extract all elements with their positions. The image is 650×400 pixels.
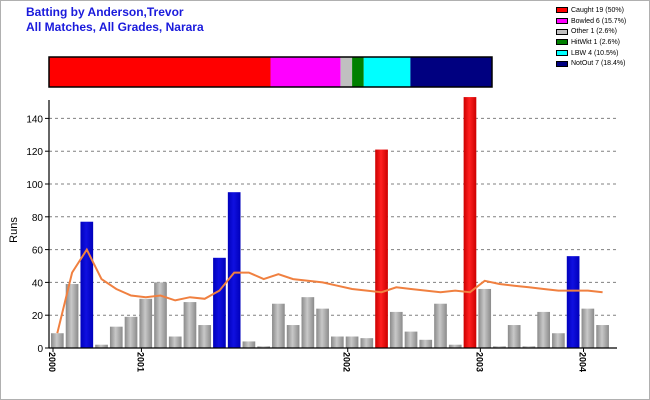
bar-innings-34 [537, 311, 550, 348]
bar-innings-30 [478, 288, 492, 348]
bar-innings-28 [448, 344, 462, 348]
bar-innings-6 [124, 316, 138, 348]
y-tick-label-60: 60 [32, 246, 44, 257]
dismissal-segment-1 [270, 57, 341, 87]
bar-innings-13 [227, 192, 241, 348]
legend-item-lbw: LBW 4 (10.5%) [556, 48, 648, 59]
legend-label-caught: Caught 19 (50%) [571, 6, 624, 14]
bar-innings-7 [139, 298, 153, 348]
bar-innings-12 [213, 257, 226, 348]
dismissal-segment-3 [352, 57, 364, 87]
axes [45, 100, 617, 352]
chart-subtitle: All Matches, All Grades, Narara [26, 20, 204, 34]
bar-innings-33 [522, 346, 536, 348]
bar-innings-19 [316, 308, 329, 348]
y-tick-label-40: 40 [32, 278, 44, 289]
x-tick-label-2004: 2004 [578, 352, 588, 372]
bar-innings-4 [95, 344, 108, 348]
bar-innings-36 [566, 256, 580, 348]
legend-label-lbw: LBW 4 (10.5%) [571, 49, 619, 57]
bar-innings-8 [154, 282, 167, 348]
y-tick-label-120: 120 [26, 147, 43, 158]
average-line [56, 247, 603, 334]
bar-innings-29 [463, 97, 477, 348]
x-tick-label-2000: 2000 [47, 352, 57, 372]
bar-innings-11 [198, 325, 212, 348]
bar-innings-17 [286, 325, 300, 348]
y-tick-label-80: 80 [32, 213, 44, 224]
legend-item-other: Other 1 (2.6%) [556, 26, 648, 37]
y-tick-labels: 0 20 40 60 80 100 120 140 [26, 114, 43, 355]
legend-item-bowled: Bowled 6 (15.7%) [556, 16, 648, 27]
bar-innings-21 [345, 336, 359, 348]
y-axis-label: Runs [8, 217, 20, 243]
legend-swatch-other [556, 28, 568, 35]
bar-innings-20 [331, 336, 344, 348]
y-gridlines [49, 117, 617, 316]
bar-innings-26 [419, 339, 433, 348]
y-tick-label-20: 20 [32, 311, 44, 322]
dismissal-proportion-bar [48, 56, 493, 88]
average-polyline [56, 247, 603, 334]
legend-swatch-caught [556, 7, 568, 14]
dismissal-bar-border [48, 56, 493, 88]
legend-label-other: Other 1 (2.6%) [571, 28, 617, 36]
bar-innings-2 [65, 284, 79, 348]
bar-innings-22 [360, 338, 374, 348]
y-tick-label-140: 140 [26, 114, 43, 125]
dismissal-segment-5 [410, 57, 492, 87]
bar-innings-38 [596, 325, 609, 348]
bar-innings-23 [375, 149, 388, 348]
y-tick-label-100: 100 [26, 180, 43, 191]
legend-label-hitwkt: HitWkt 1 (2.6%) [571, 38, 621, 46]
bar-innings-18 [301, 297, 315, 348]
bar-innings-25 [404, 331, 418, 348]
bar-innings-5 [109, 326, 123, 348]
bar-innings-10 [183, 302, 197, 348]
x-tick-label-2001: 2001 [135, 352, 145, 372]
y-tick-label-0: 0 [37, 344, 43, 355]
dismissal-segment-0 [49, 57, 271, 87]
dismissal-segment-4 [363, 57, 411, 87]
legend-item-caught: Caught 19 (50%) [556, 5, 648, 16]
dismissal-segment-2 [340, 57, 353, 87]
bar-innings-24 [389, 311, 403, 348]
bar-innings-14 [242, 341, 256, 348]
bar-innings-32 [507, 325, 521, 348]
bar-innings-16 [272, 303, 285, 348]
x-tick-label-2002: 2002 [342, 352, 352, 372]
bar-innings-9 [168, 336, 182, 348]
legend-item-hitwkt: HitWkt 1 (2.6%) [556, 37, 648, 48]
legend-swatch-notout [556, 60, 568, 67]
bar-innings-37 [581, 308, 595, 348]
legend-label-bowled: Bowled 6 (15.7%) [571, 17, 627, 25]
legend-swatch-lbw [556, 50, 568, 57]
legend-item-notout: NotOut 7 (18.4%) [556, 58, 648, 69]
bar-innings-27 [434, 303, 447, 348]
bar-innings-31 [493, 346, 506, 348]
legend: Caught 19 (50%) Bowled 6 (15.7%) Other 1… [556, 5, 648, 69]
bar-innings-35 [552, 333, 565, 348]
bar-innings-15 [257, 346, 270, 348]
bar-innings-1 [51, 333, 64, 348]
bar-innings-3 [80, 221, 94, 348]
legend-label-notout: NotOut 7 (18.4%) [571, 60, 626, 68]
chart-title: Batting by Anderson,Trevor [26, 5, 184, 19]
innings-bars [51, 97, 609, 348]
legend-swatch-bowled [556, 18, 568, 25]
x-tick-labels: 2000 2001 2002 2003 2004 [47, 352, 588, 372]
x-tick-label-2003: 2003 [474, 352, 484, 372]
legend-swatch-hitwkt [556, 39, 568, 46]
